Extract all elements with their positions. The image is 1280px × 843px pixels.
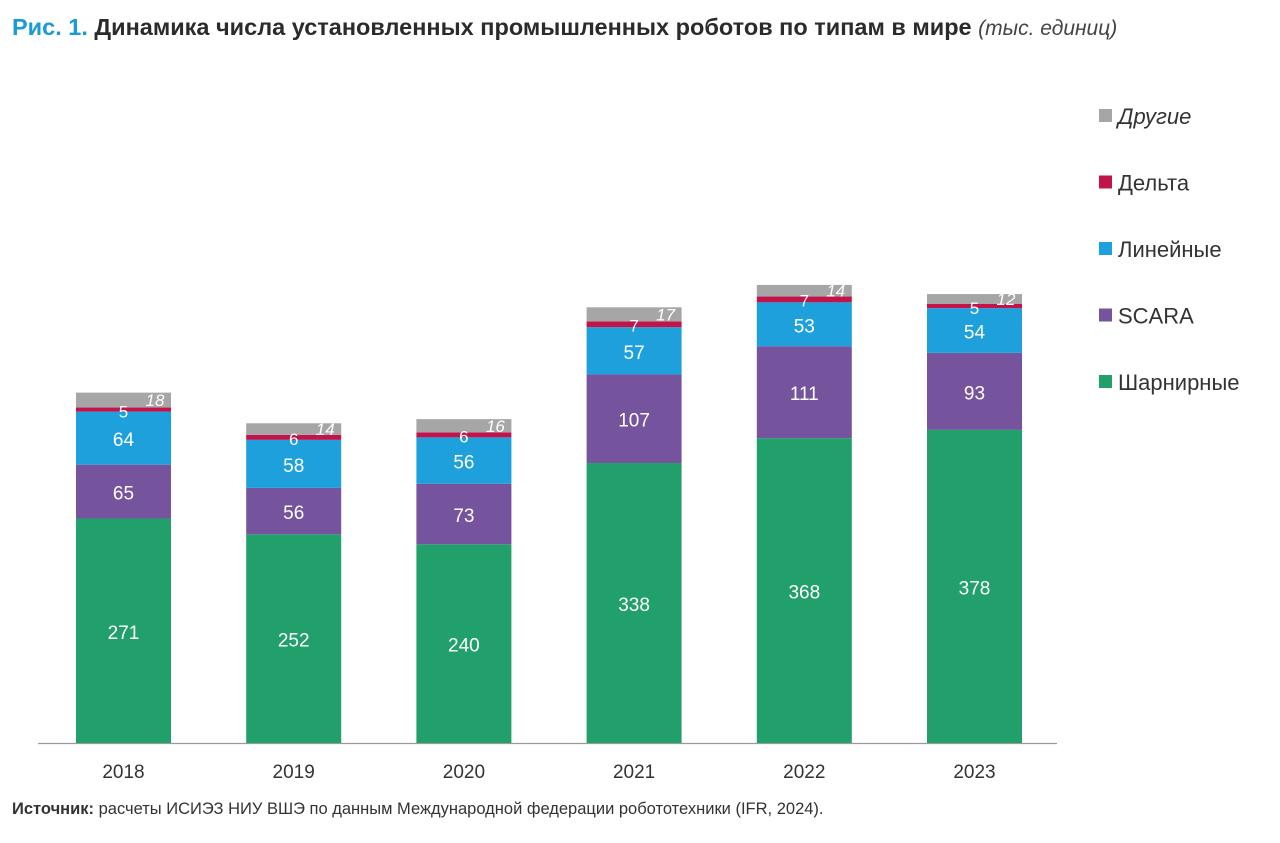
data-label-delta-2023: 5 — [970, 299, 979, 318]
bar-segment-scara-2021 — [586, 374, 682, 464]
chart-title: Рис. 1. Динамика числа установленных про… — [12, 14, 1117, 41]
legend-swatch-articulated — [1099, 375, 1112, 388]
bar-segment-delta-2022 — [756, 296, 852, 303]
data-label-articulated-2021: 338 — [618, 595, 650, 616]
data-label-delta-2022: 7 — [800, 292, 809, 311]
x-tick-label-2020: 2020 — [443, 762, 485, 783]
data-label-scara-2021: 107 — [618, 411, 650, 432]
bar-segment-other-2019 — [246, 423, 342, 435]
x-tick-label-2019: 2019 — [273, 762, 315, 783]
source-note: Источник: расчеты ИСИЭЗ НИУ ВШЭ по данны… — [12, 800, 824, 819]
legend-swatch-delta — [1099, 175, 1112, 189]
data-label-delta-2018: 5 — [119, 403, 128, 422]
bar-segment-other-2023 — [927, 294, 1022, 305]
data-label-other-2021: 17 — [656, 305, 675, 324]
data-label-articulated-2022: 368 — [788, 583, 820, 604]
data-label-scara-2020: 73 — [453, 506, 474, 527]
bar-segment-other-2021 — [586, 307, 682, 322]
x-tick-label-2018: 2018 — [102, 762, 144, 783]
data-label-scara-2022: 111 — [790, 384, 819, 405]
data-label-delta-2019: 6 — [289, 430, 298, 449]
bar-segment-articulated-2020 — [416, 544, 512, 743]
legend-label-scara: SCARA — [1118, 304, 1194, 329]
bar-segment-delta-2023 — [927, 304, 1022, 309]
bar-segment-delta-2018 — [76, 407, 171, 412]
legend-label-other: Другие — [1115, 104, 1191, 129]
bar-segment-delta-2020 — [416, 432, 512, 438]
legend-label-delta: Дельта — [1118, 171, 1190, 196]
data-label-scara-2018: 65 — [113, 484, 134, 505]
data-label-scara-2023: 93 — [964, 383, 985, 404]
figure-label: Рис. 1. — [12, 14, 88, 40]
data-label-articulated-2023: 378 — [959, 578, 991, 599]
bar-segment-scara-2020 — [416, 483, 512, 545]
bar-segment-articulated-2023 — [927, 429, 1022, 743]
bar-segment-other-2020 — [416, 419, 512, 433]
data-label-linear-2019: 58 — [283, 456, 304, 477]
bar-segment-articulated-2019 — [246, 534, 342, 743]
bar-segment-linear-2021 — [586, 327, 682, 375]
data-label-articulated-2020: 240 — [448, 636, 480, 657]
data-label-other-2018: 18 — [146, 391, 165, 410]
bar-segment-articulated-2021 — [586, 463, 682, 743]
bar-segment-scara-2019 — [246, 487, 342, 535]
bar-segment-articulated-2022 — [756, 438, 852, 743]
legend-swatch-other — [1099, 109, 1112, 122]
data-label-other-2020: 16 — [486, 417, 505, 436]
bar-segment-linear-2018 — [76, 411, 171, 465]
bar-segment-other-2018 — [76, 392, 171, 408]
x-tick-label-2023: 2023 — [953, 762, 995, 783]
stacked-bar-chart: 271 65 64 5 18 2018 252 56 58 6 14 2019 240 73 56 6 16 20… — [38, 104, 1240, 783]
bar-segment-linear-2020 — [416, 437, 512, 484]
bar-segment-linear-2023 — [927, 308, 1022, 353]
data-label-other-2019: 14 — [316, 420, 335, 439]
data-label-linear-2021: 57 — [624, 343, 645, 364]
data-label-other-2022: 14 — [826, 282, 845, 301]
bar-segment-linear-2022 — [756, 302, 852, 347]
data-label-articulated-2019: 252 — [278, 631, 310, 652]
data-label-other-2023: 12 — [997, 290, 1016, 309]
data-label-linear-2022: 53 — [794, 316, 815, 337]
source-text: расчеты ИСИЭЗ НИУ ВШЭ по данным Междунар… — [98, 800, 824, 818]
bar-segment-scara-2018 — [76, 464, 171, 519]
legend-label-articulated: Шарнирные — [1118, 370, 1240, 395]
bar-segment-delta-2021 — [586, 321, 682, 328]
title-unit: (тыс. единиц) — [978, 17, 1118, 40]
data-label-scara-2019: 56 — [283, 503, 304, 524]
data-label-linear-2018: 64 — [113, 430, 135, 451]
title-text: Динамика числа установленных промышленны… — [94, 14, 972, 40]
bar-segment-scara-2023 — [927, 352, 1022, 430]
data-label-articulated-2018: 271 — [108, 623, 140, 644]
legend-swatch-linear — [1099, 242, 1112, 255]
bar-segment-scara-2022 — [756, 346, 852, 439]
bar-segment-other-2022 — [756, 284, 852, 297]
bar-segment-linear-2019 — [246, 439, 342, 488]
bar-segment-articulated-2018 — [76, 518, 171, 743]
x-tick-label-2021: 2021 — [613, 762, 655, 783]
x-tick-label-2022: 2022 — [783, 762, 825, 783]
legend-swatch-scara — [1099, 308, 1112, 322]
legend-label-linear: Линейные — [1118, 237, 1222, 262]
source-label: Источник: — [12, 800, 95, 818]
data-label-delta-2021: 7 — [629, 316, 638, 335]
data-label-delta-2020: 6 — [459, 427, 468, 446]
bar-segment-delta-2019 — [246, 434, 342, 440]
data-label-linear-2023: 54 — [964, 323, 986, 344]
data-label-linear-2020: 56 — [453, 453, 474, 474]
